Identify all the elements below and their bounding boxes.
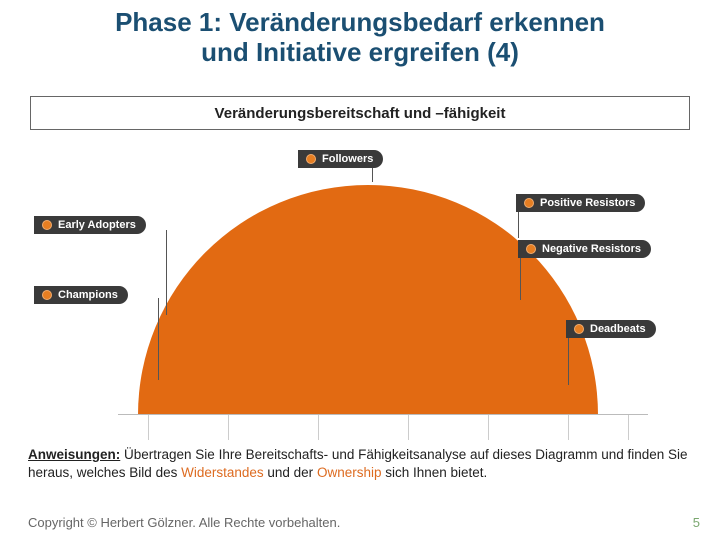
title-line1: Phase 1: Veränderungsbedarf erkennen <box>115 7 605 37</box>
category-pill: Early Adopters <box>34 216 146 234</box>
pill-dot-icon <box>42 290 52 300</box>
pill-label: Early Adopters <box>58 219 136 231</box>
instructions-body-2: und der <box>264 465 317 480</box>
pill-dot-icon <box>524 198 534 208</box>
pill-label: Positive Resistors <box>540 197 635 209</box>
subtitle-text: Veränderungsbereitschaft und –fähigkeit <box>215 105 506 122</box>
semicircle-disc <box>138 185 598 415</box>
category-pill: Followers <box>298 150 383 168</box>
gridline <box>148 415 149 440</box>
pill-label: Champions <box>58 289 118 301</box>
instructions-lead: Anweisungen: <box>28 447 120 462</box>
semicircle-clip <box>138 185 598 415</box>
pill-dot-icon <box>306 154 316 164</box>
category-pill: Champions <box>34 286 128 304</box>
pill-label: Deadbeats <box>590 323 646 335</box>
gridline <box>568 415 569 440</box>
pill-dot-icon <box>42 220 52 230</box>
readiness-chart: ChampionsEarly AdoptersFollowersPositive… <box>88 150 648 440</box>
chart-canvas: ChampionsEarly AdoptersFollowersPositive… <box>88 150 648 440</box>
pill-label: Negative Resistors <box>542 243 641 255</box>
pointer <box>372 168 373 182</box>
gridline <box>318 415 319 440</box>
pill-dot-icon <box>526 244 536 254</box>
pointer <box>166 230 167 315</box>
category-pill: Deadbeats <box>566 320 656 338</box>
pill-label: Followers <box>322 153 373 165</box>
category-pill: Negative Resistors <box>518 240 651 258</box>
slide-title: Phase 1: Veränderungsbedarf erkennen und… <box>0 8 720 68</box>
category-pill: Positive Resistors <box>516 194 645 212</box>
instructions: Anweisungen: Übertragen Sie Ihre Bereits… <box>28 446 692 482</box>
instructions-emph-1: Widerstandes <box>181 465 264 480</box>
pill-dot-icon <box>574 324 584 334</box>
title-line2: und Initiative ergreifen (4) <box>201 37 519 67</box>
pointer <box>158 298 159 380</box>
copyright: Copyright © Herbert Gölzner. Alle Rechte… <box>28 515 340 530</box>
slide: Phase 1: Veränderungsbedarf erkennen und… <box>0 0 720 540</box>
gridline <box>228 415 229 440</box>
instructions-emph-2: Ownership <box>317 465 382 480</box>
gridline <box>628 415 629 440</box>
subtitle-box: Veränderungsbereitschaft und –fähigkeit <box>30 96 690 130</box>
instructions-body-3: sich Ihnen bietet. <box>381 465 487 480</box>
gridline <box>488 415 489 440</box>
gridline <box>408 415 409 440</box>
pointer <box>520 252 521 300</box>
page-number: 5 <box>693 515 700 530</box>
pointer <box>568 332 569 385</box>
